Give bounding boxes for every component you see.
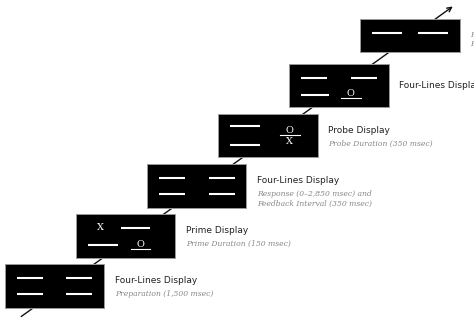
Text: O: O — [137, 240, 145, 249]
Bar — [289, 64, 389, 107]
Text: O: O — [286, 126, 294, 135]
Text: Response (0–2,850 msec) and
Feedback Interval (350 msec): Response (0–2,850 msec) and Feedback Int… — [257, 190, 372, 208]
Bar — [360, 19, 460, 52]
Text: Four-Lines Display: Four-Lines Display — [257, 176, 339, 185]
Bar — [147, 164, 246, 208]
Text: Preparation (1,500 msec): Preparation (1,500 msec) — [115, 290, 213, 298]
Text: Four-Lines Display: Four-Lines Display — [399, 81, 474, 90]
Text: Prime Display: Prime Display — [186, 226, 248, 235]
Text: X: X — [97, 224, 104, 233]
Text: Response (0–2,850 msec) and
Feedback Interval (150 msec): Response (0–2,850 msec) and Feedback Int… — [470, 31, 474, 48]
Text: Probe Display: Probe Display — [328, 126, 390, 135]
Text: Prime Duration (150 msec): Prime Duration (150 msec) — [186, 240, 291, 248]
Text: Probe Duration (350 msec): Probe Duration (350 msec) — [328, 140, 433, 148]
Text: O: O — [347, 89, 355, 98]
Bar — [76, 214, 175, 258]
Text: Four-Lines Display: Four-Lines Display — [115, 276, 197, 285]
Text: X: X — [286, 137, 293, 146]
Bar — [218, 114, 318, 157]
Bar — [5, 264, 104, 307]
